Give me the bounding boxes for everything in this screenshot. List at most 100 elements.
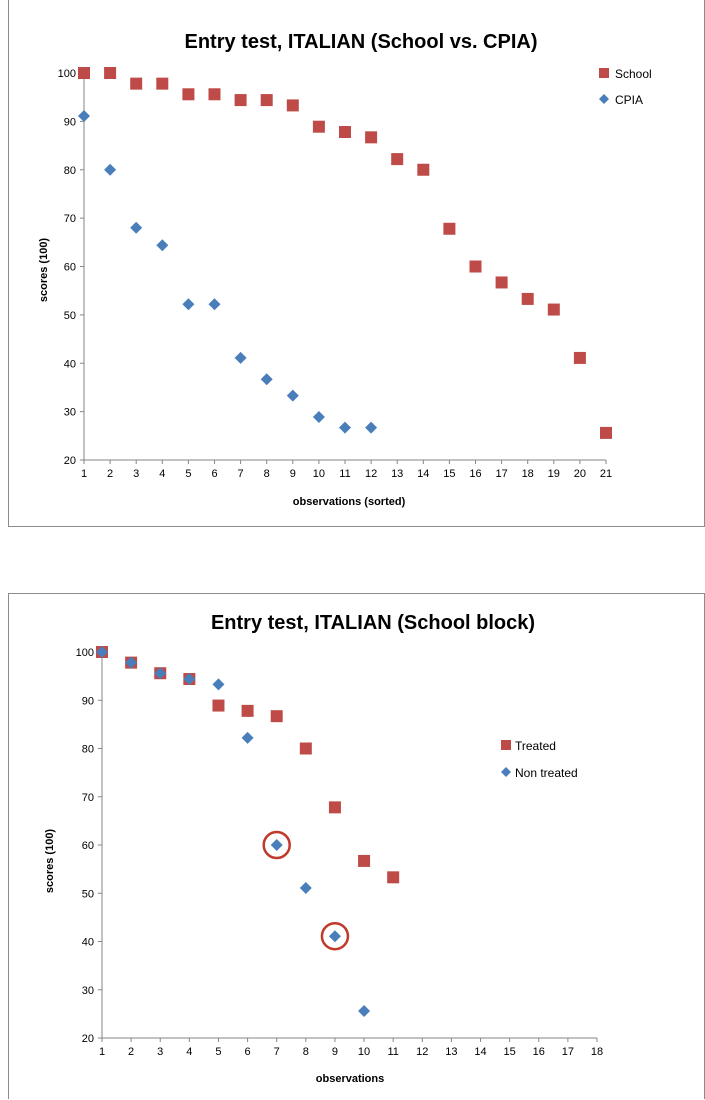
data-point-treated [387, 871, 400, 884]
y-tick-label: 90 [82, 695, 94, 707]
chart-title: Entry test, ITALIAN (School vs. CPIA) [185, 31, 538, 53]
data-point-school [469, 260, 482, 273]
x-tick-label: 14 [474, 1046, 486, 1058]
data-point-cpia [339, 421, 351, 434]
x-tick-label: 8 [303, 1046, 309, 1058]
legend: Treated Non treated [501, 739, 578, 780]
data-point-school [182, 88, 195, 101]
data-point-school [312, 120, 325, 133]
highlight-circle [320, 921, 350, 951]
data-point-school [286, 99, 299, 112]
x-tick-label: 1 [99, 1046, 105, 1058]
x-tick-label: 5 [185, 468, 191, 480]
y-tick-label: 40 [82, 937, 94, 949]
data-point-school [547, 303, 560, 316]
data-point-cpia [260, 373, 273, 386]
x-tick-label: 12 [416, 1046, 428, 1058]
data-point-school [573, 351, 586, 364]
data-point-non-treated [96, 646, 108, 658]
data-point-non-treated [183, 673, 196, 686]
y-tick-label: 80 [82, 744, 94, 756]
data-point-school [104, 67, 117, 79]
data-point-school [339, 126, 351, 139]
scatter-chart-school-block: Entry test, ITALIAN (School block) obser… [44, 612, 603, 1085]
chart-panel-school-block: Entry test, ITALIAN (School block) obser… [8, 593, 705, 1099]
x-tick-label: 2 [128, 1046, 134, 1058]
y-tick-label: 70 [82, 792, 94, 804]
x-tick-label: 2 [107, 468, 113, 480]
x-tick-label: 13 [445, 1046, 457, 1058]
x-tick-label: 7 [238, 468, 244, 480]
data-point-school [156, 77, 169, 90]
y-tick-label: 50 [82, 888, 94, 900]
x-tick-label: 6 [245, 1046, 251, 1058]
data-point-non-treated [358, 1004, 371, 1017]
data-point-school [208, 88, 221, 101]
data-point-non-treated [154, 667, 167, 680]
x-tick-label: 16 [533, 1046, 545, 1058]
data-point-cpia [182, 298, 195, 311]
legend-marker-school [599, 68, 609, 78]
x-tick-label: 6 [211, 468, 217, 480]
x-tick-label: 18 [522, 468, 534, 480]
y-tick-label: 100 [76, 647, 94, 659]
y-tick-label: 90 [64, 116, 76, 128]
x-tick-label: 3 [133, 468, 139, 480]
data-point-non-treated [299, 881, 312, 894]
data-point-school [443, 222, 456, 235]
data-point-treated [358, 854, 371, 867]
legend-label-treated: Treated [515, 739, 556, 753]
data-point-treated [270, 710, 283, 723]
data-point-non-treated [241, 731, 254, 744]
legend-label-school: School [615, 67, 652, 81]
data-point-cpia [365, 421, 378, 434]
y-tick-label: 100 [58, 68, 76, 80]
data-point-school [495, 276, 508, 289]
x-tick-label: 3 [157, 1046, 163, 1058]
y-tick-label: 50 [64, 310, 76, 322]
y-tick-label: 30 [82, 985, 94, 997]
x-tick-label: 12 [365, 468, 377, 480]
data-point-school [234, 94, 247, 107]
y-tick-label: 20 [82, 1033, 94, 1045]
x-tick-label: 11 [339, 468, 350, 480]
data-point-cpia [78, 110, 90, 123]
data-point-non-treated [270, 839, 283, 851]
x-tick-label: 17 [562, 1046, 574, 1058]
scatter-chart-school-vs-cpia: Entry test, ITALIAN (School vs. CPIA) ob… [38, 31, 652, 508]
data-point-cpia [234, 351, 247, 364]
y-tick-label: 30 [64, 407, 76, 419]
x-tick-label: 5 [215, 1046, 221, 1058]
x-tick-label: 19 [548, 468, 560, 480]
data-point-cpia [286, 389, 299, 402]
y-tick-label: 70 [64, 213, 76, 225]
x-tick-label: 4 [186, 1046, 192, 1058]
data-point-cpia [156, 239, 169, 252]
data-point-school [260, 94, 273, 107]
x-tick-label: 21 [600, 468, 612, 480]
legend-label-non-treated: Non treated [515, 766, 578, 780]
x-tick-label: 10 [358, 1046, 370, 1058]
data-point-non-treated [212, 678, 225, 691]
legend-marker-cpia [599, 94, 609, 104]
data-point-treated [328, 801, 341, 814]
data-point-school [78, 67, 90, 79]
y-tick-label: 60 [64, 262, 76, 274]
data-point-non-treated [125, 656, 138, 669]
y-axis-label: scores (100) [38, 238, 50, 303]
data-point-non-treated [328, 930, 341, 943]
x-tick-label: 15 [504, 1046, 516, 1058]
x-tick-label: 20 [574, 468, 586, 480]
x-tick-label: 15 [443, 468, 455, 480]
x-tick-label: 18 [591, 1046, 603, 1058]
data-point-school [391, 153, 404, 166]
y-tick-label: 80 [64, 165, 76, 177]
x-tick-label: 13 [391, 468, 403, 480]
legend-marker-treated [501, 740, 511, 750]
x-tick-label: 7 [274, 1046, 280, 1058]
data-point-school [417, 163, 430, 176]
legend-marker-non-treated [501, 767, 511, 777]
x-tick-label: 11 [387, 1046, 398, 1058]
data-point-cpia [312, 410, 325, 423]
